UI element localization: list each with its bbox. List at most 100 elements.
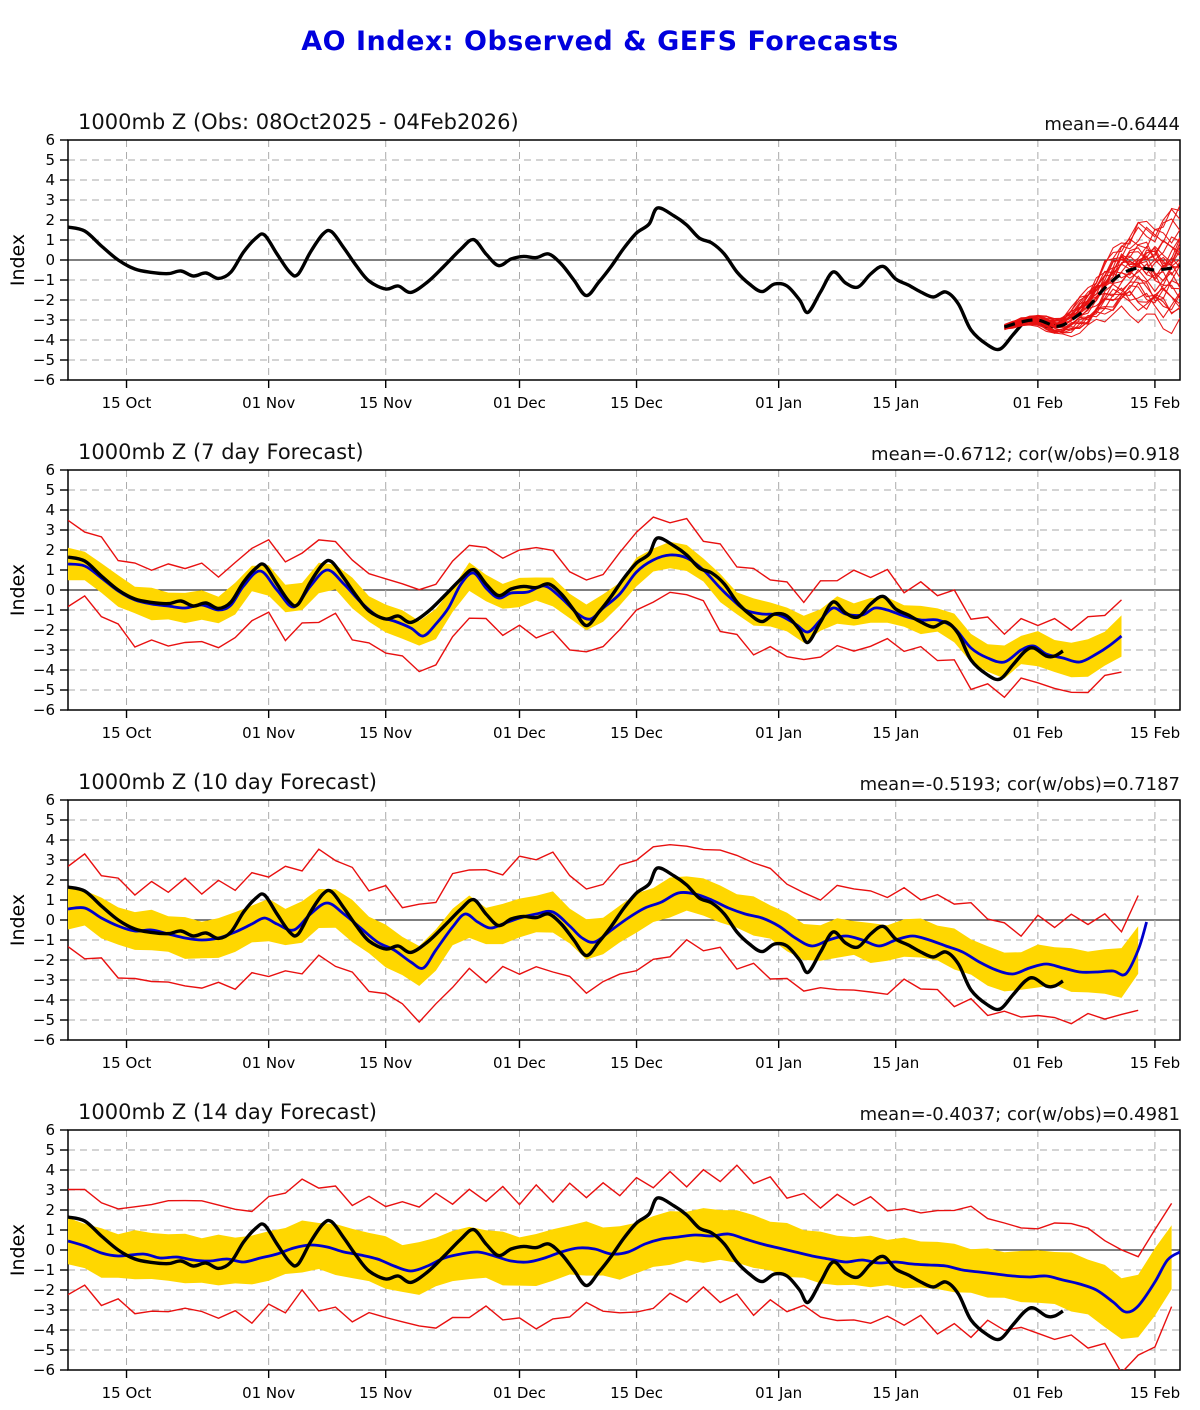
svg-text:−5: −5 — [33, 681, 55, 699]
svg-text:−4: −4 — [33, 1321, 55, 1339]
panel-title: 1000mb Z (10 day Forecast) — [78, 770, 377, 794]
forecast-10day-chart: −6 −5 −4 −3 −2 −1 0 1 2 3 4 5 6 15 Oct 01 Nov 15 Nov 01 … — [7, 791, 1181, 1072]
svg-text:−3: −3 — [33, 641, 55, 659]
svg-text:01 Nov: 01 Nov — [242, 1054, 295, 1072]
svg-text:1: 1 — [45, 1221, 55, 1239]
svg-text:0: 0 — [45, 251, 55, 269]
svg-text:01 Feb: 01 Feb — [1013, 394, 1063, 412]
svg-text:01 Dec: 01 Dec — [493, 1384, 546, 1402]
svg-text:−6: −6 — [33, 1361, 55, 1379]
svg-text:6: 6 — [45, 791, 55, 809]
svg-text:−1: −1 — [33, 931, 55, 949]
svg-text:−3: −3 — [33, 311, 55, 329]
svg-text:−3: −3 — [33, 1301, 55, 1319]
svg-text:15 Oct: 15 Oct — [102, 724, 152, 742]
svg-text:15 Jan: 15 Jan — [872, 1384, 919, 1402]
svg-text:01 Jan: 01 Jan — [755, 1054, 802, 1072]
svg-text:15 Oct: 15 Oct — [102, 1384, 152, 1402]
y-axis-label: Index — [7, 234, 29, 286]
panel-title: 1000mb Z (7 day Forecast) — [78, 440, 364, 464]
svg-text:−2: −2 — [33, 951, 55, 969]
svg-text:−1: −1 — [33, 1261, 55, 1279]
panel-stats: mean=-0.6712; cor(w/obs)=0.918 — [871, 444, 1180, 465]
svg-text:15 Feb: 15 Feb — [1130, 394, 1180, 412]
svg-text:−5: −5 — [33, 351, 55, 369]
svg-text:01 Feb: 01 Feb — [1013, 724, 1063, 742]
panel-title: 1000mb Z (Obs: 08Oct2025 - 04Feb2026) — [78, 110, 519, 134]
svg-text:−4: −4 — [33, 331, 55, 349]
svg-text:15 Dec: 15 Dec — [610, 1384, 663, 1402]
svg-text:1: 1 — [45, 231, 55, 249]
svg-text:3: 3 — [45, 521, 55, 539]
svg-text:−6: −6 — [33, 1031, 55, 1049]
svg-text:1: 1 — [45, 891, 55, 909]
svg-text:−1: −1 — [33, 601, 55, 619]
svg-text:4: 4 — [45, 501, 55, 519]
svg-text:5: 5 — [45, 1141, 55, 1159]
svg-text:−4: −4 — [33, 991, 55, 1009]
forecast-7day-chart: −6 −5 −4 −3 −2 −1 0 1 2 3 4 5 6 15 Oct 01 Nov 15 Nov 01 … — [7, 461, 1181, 742]
panel-7day-forecast: −6 −5 −4 −3 −2 −1 0 1 2 3 4 5 6 15 Oct 01 Nov 15 Nov 01 … — [0, 420, 1200, 750]
svg-text:15 Nov: 15 Nov — [359, 1384, 412, 1402]
svg-text:6: 6 — [45, 1121, 55, 1139]
forecast-14day-chart: −6 −5 −4 −3 −2 −1 0 1 2 3 4 5 6 15 Oct 01 Nov 15 Nov 01 … — [7, 1121, 1181, 1402]
svg-text:15 Dec: 15 Dec — [610, 1054, 663, 1072]
svg-text:0: 0 — [45, 911, 55, 929]
svg-text:15 Nov: 15 Nov — [359, 394, 412, 412]
panel-title: 1000mb Z (14 day Forecast) — [78, 1100, 377, 1124]
svg-text:01 Jan: 01 Jan — [755, 724, 802, 742]
svg-text:01 Dec: 01 Dec — [493, 1054, 546, 1072]
svg-text:01 Jan: 01 Jan — [755, 394, 802, 412]
svg-text:−6: −6 — [33, 371, 55, 389]
svg-text:01 Nov: 01 Nov — [242, 724, 295, 742]
svg-text:01 Jan: 01 Jan — [755, 1384, 802, 1402]
svg-text:−2: −2 — [33, 291, 55, 309]
svg-text:15 Nov: 15 Nov — [359, 724, 412, 742]
svg-text:01 Dec: 01 Dec — [493, 394, 546, 412]
svg-text:6: 6 — [45, 131, 55, 149]
svg-text:15 Dec: 15 Dec — [610, 724, 663, 742]
y-axis-label: Index — [7, 1224, 29, 1276]
svg-text:5: 5 — [45, 811, 55, 829]
y-axis-label: Index — [7, 564, 29, 616]
svg-text:15 Jan: 15 Jan — [872, 394, 919, 412]
svg-text:4: 4 — [45, 831, 55, 849]
svg-text:0: 0 — [45, 1241, 55, 1259]
svg-text:−2: −2 — [33, 621, 55, 639]
observed-chart: −6 −5 −4 −3 −2 −1 0 1 2 3 4 5 6 15 Oct 01 Nov 15 Nov 01 … — [7, 131, 1181, 412]
svg-text:2: 2 — [45, 211, 55, 229]
svg-text:15 Nov: 15 Nov — [359, 1054, 412, 1072]
svg-text:2: 2 — [45, 1201, 55, 1219]
y-axis-label: Index — [7, 894, 29, 946]
svg-text:5: 5 — [45, 151, 55, 169]
svg-text:−5: −5 — [33, 1341, 55, 1359]
svg-text:01 Dec: 01 Dec — [493, 724, 546, 742]
svg-text:1: 1 — [45, 561, 55, 579]
svg-text:3: 3 — [45, 851, 55, 869]
svg-text:15 Dec: 15 Dec — [610, 394, 663, 412]
svg-text:−4: −4 — [33, 661, 55, 679]
svg-text:01 Feb: 01 Feb — [1013, 1384, 1063, 1402]
svg-text:4: 4 — [45, 1161, 55, 1179]
panel-stats: mean=-0.5193; cor(w/obs)=0.7187 — [859, 774, 1180, 795]
svg-text:15 Jan: 15 Jan — [872, 1054, 919, 1072]
panel-stats: mean=-0.4037; cor(w/obs)=0.4981 — [859, 1104, 1180, 1125]
svg-text:2: 2 — [45, 541, 55, 559]
panel-10day-forecast: −6 −5 −4 −3 −2 −1 0 1 2 3 4 5 6 15 Oct 01 Nov 15 Nov 01 … — [0, 750, 1200, 1080]
svg-text:15 Oct: 15 Oct — [102, 1054, 152, 1072]
svg-text:2: 2 — [45, 871, 55, 889]
panel-stats: mean=-0.6444 — [1044, 114, 1180, 135]
svg-text:−3: −3 — [33, 971, 55, 989]
svg-text:3: 3 — [45, 1181, 55, 1199]
svg-text:15 Feb: 15 Feb — [1130, 724, 1180, 742]
svg-text:5: 5 — [45, 481, 55, 499]
svg-text:−5: −5 — [33, 1011, 55, 1029]
panel-14day-forecast: −6 −5 −4 −3 −2 −1 0 1 2 3 4 5 6 15 Oct 01 Nov 15 Nov 01 … — [0, 1080, 1200, 1410]
page-title: AO Index: Observed & GEFS Forecasts — [301, 26, 899, 57]
svg-text:15 Oct: 15 Oct — [102, 394, 152, 412]
panel-observed: −6 −5 −4 −3 −2 −1 0 1 2 3 4 5 6 15 Oct 01 Nov 15 Nov 01 … — [0, 90, 1200, 420]
svg-text:01 Nov: 01 Nov — [242, 394, 295, 412]
svg-text:15 Feb: 15 Feb — [1130, 1054, 1180, 1072]
svg-text:−2: −2 — [33, 1281, 55, 1299]
svg-text:01 Nov: 01 Nov — [242, 1384, 295, 1402]
